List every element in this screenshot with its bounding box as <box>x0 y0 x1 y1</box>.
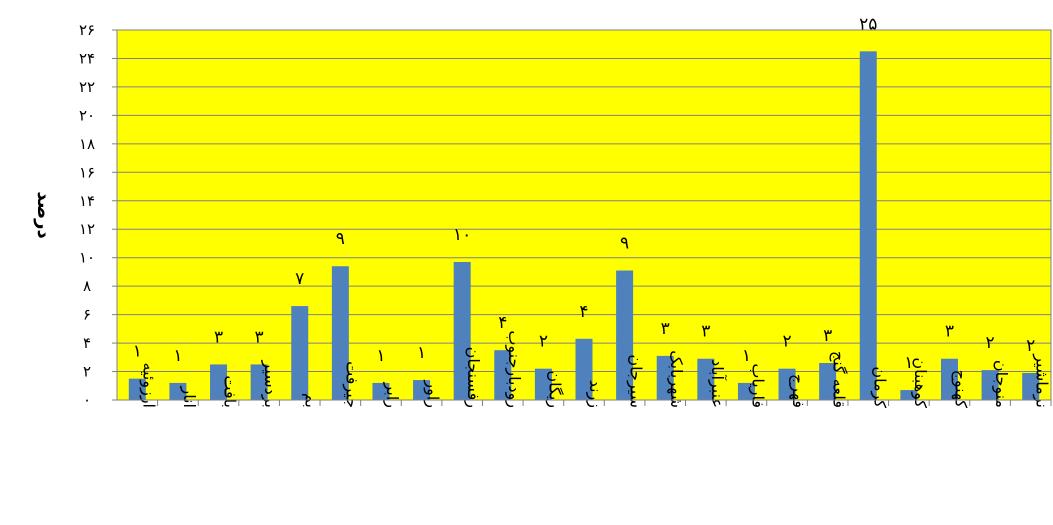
plot-area <box>116 29 1052 401</box>
bars <box>128 51 1040 400</box>
data-label: ۳ <box>701 322 710 342</box>
bar <box>210 364 228 400</box>
y-tick-label: ۲۰ <box>79 106 95 124</box>
x-category-label: رودبارجنوب <box>504 330 524 408</box>
data-label: ۱ <box>376 346 385 366</box>
y-tick-label: ۴ <box>83 334 91 352</box>
bar <box>819 363 837 400</box>
x-category-label: قلعه گنج <box>830 351 849 408</box>
bar <box>778 368 796 400</box>
data-label: ۳ <box>255 327 264 347</box>
x-category-label: رابر <box>382 382 402 408</box>
y-tick-label: ۱۰ <box>79 249 95 267</box>
data-label: ۱ <box>904 353 913 373</box>
data-label: ۳ <box>214 327 223 347</box>
x-category-label: کوهبنان <box>910 357 930 408</box>
bar <box>940 358 958 400</box>
data-label: ۱۰ <box>453 225 471 245</box>
data-label: ۱ <box>742 346 751 366</box>
data-label: ۹ <box>620 234 629 254</box>
y-tick-label: ۰ <box>83 391 91 409</box>
bar <box>616 270 634 400</box>
bar <box>494 350 512 400</box>
bar <box>697 358 715 400</box>
x-category-label: کرمان <box>869 366 889 408</box>
bar <box>900 390 918 400</box>
bar <box>575 338 593 400</box>
bar <box>534 368 552 400</box>
y-axis-label: درصد <box>33 191 54 238</box>
x-category-label: شهربابک <box>666 350 686 408</box>
data-label: ۴ <box>579 302 588 322</box>
y-tick-label: ۱۶ <box>79 163 95 181</box>
bar <box>1022 372 1040 400</box>
data-label: ۲ <box>1026 336 1035 356</box>
x-category-label: نرماشیر <box>1032 353 1052 408</box>
data-labels: ۱ ۱ ۳ ۳ ۷ ۹ ۱ ۱ ۱۰ ۴ ۲ ۴ ۹ ۳ ۳ ۱ ۲ ۳ ۲۵ ۱ ۳ ۲ ۲ <box>133 14 1036 373</box>
bar <box>250 364 268 400</box>
x-category-label: منوجان <box>991 360 1011 408</box>
bar <box>291 306 309 400</box>
y-tick-label: ۱۴ <box>79 192 95 210</box>
x-category-label: انار <box>179 386 199 409</box>
y-tick-label: ۲۴ <box>79 49 95 67</box>
x-category-label: جیرفت <box>341 361 361 408</box>
bar <box>169 382 187 400</box>
data-label: ۳ <box>823 326 832 346</box>
data-label: ۱ <box>417 343 426 363</box>
bar <box>413 380 431 400</box>
x-category-label: کهنوج <box>950 370 970 409</box>
bar <box>859 51 877 400</box>
data-label: ۲ <box>782 332 791 352</box>
bar <box>372 382 390 400</box>
x-category-label: فاریاب <box>747 363 767 408</box>
data-label: ۱ <box>173 346 182 366</box>
x-category-label: رفسنجان <box>463 347 483 408</box>
y-tick-label: ۱۸ <box>79 135 95 153</box>
data-label: ۳ <box>661 319 670 339</box>
x-category-label: راور <box>423 379 443 408</box>
y-tick-label: ۲۶ <box>79 21 95 39</box>
y-tick-label: ۱۲ <box>79 220 95 238</box>
x-category-label: زرند <box>585 380 605 408</box>
x-category-label: بردسیر <box>260 360 280 408</box>
data-label: ۲ <box>539 332 548 352</box>
bar <box>331 266 349 400</box>
x-category-label: ریگان <box>544 370 564 408</box>
x-category-label: فهرج <box>788 374 808 408</box>
bar <box>128 378 146 400</box>
x-category-label: عنبرآباد <box>707 359 727 408</box>
x-axis-categories: ارزوئیه انار بافت بردسیر بم جیرفت رابر راور رفسن… <box>138 330 1051 408</box>
y-tick-label: ۸ <box>83 277 91 295</box>
y-tick-label: ۶ <box>83 306 91 324</box>
bar <box>656 355 674 400</box>
data-label: ۱ <box>133 342 142 362</box>
x-category-label: سیرجان <box>626 354 646 408</box>
data-label: ۲۵ <box>859 14 877 34</box>
y-tick-label: ۲ <box>83 363 91 381</box>
x-category-label: ارزوئیه <box>138 363 158 408</box>
data-label: ۲ <box>986 333 995 353</box>
data-label: ۹ <box>336 229 345 249</box>
bar <box>981 370 999 400</box>
bar <box>737 382 755 400</box>
data-label: ۷ <box>295 269 304 289</box>
data-label: ۳ <box>945 322 954 342</box>
x-category-label: بافت <box>221 375 240 408</box>
y-tick-label: ۲۲ <box>79 78 95 96</box>
data-label: ۴ <box>498 313 507 333</box>
bar <box>453 261 471 400</box>
